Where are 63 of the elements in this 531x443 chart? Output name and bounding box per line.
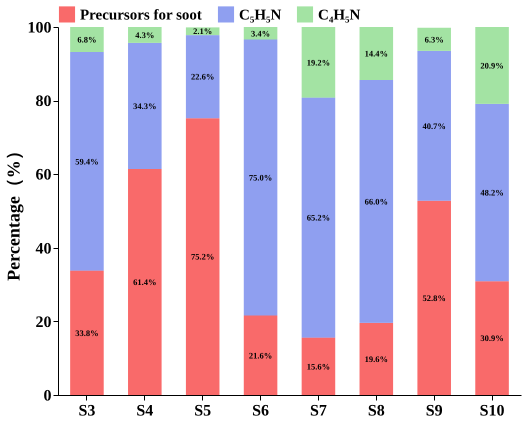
x-tick-label: S7 — [310, 402, 327, 420]
data-label: 34.3% — [133, 100, 156, 111]
data-label: 6.3% — [424, 34, 444, 44]
data-label: 19.2% — [306, 57, 330, 68]
bar — [360, 322, 394, 395]
bar — [417, 200, 451, 395]
data-label: 21.6% — [248, 350, 272, 360]
legend-label: Precursors for soot — [80, 7, 202, 24]
legend-label: C₅H₅N — [239, 7, 282, 24]
bar — [302, 27, 336, 98]
data-label: 2.1% — [193, 26, 212, 36]
y-tick-label: 60 — [36, 166, 52, 184]
data-label: 48.2% — [480, 188, 504, 198]
bar — [186, 35, 220, 118]
x-tick-label: S4 — [136, 402, 154, 420]
bar — [475, 27, 509, 104]
bar — [186, 118, 220, 395]
x-tick-label: S3 — [78, 402, 96, 420]
data-label: 19.6% — [364, 354, 388, 364]
data-label: 75.0% — [248, 172, 272, 183]
bar — [360, 27, 394, 80]
data-label: 66.0% — [364, 196, 388, 206]
data-label: 4.3% — [135, 30, 154, 40]
y-tick-label: 80 — [36, 93, 52, 110]
legend-label: C₄H₅N — [318, 7, 360, 24]
data-label: 22.6% — [191, 72, 214, 82]
data-label: 15.6% — [306, 361, 330, 372]
bar — [70, 52, 104, 271]
bar — [475, 104, 509, 282]
data-label: 3.4% — [251, 28, 270, 38]
y-tick-label: 100 — [28, 20, 52, 36]
data-label: 6.8% — [77, 34, 96, 45]
bar — [70, 27, 104, 52]
bar — [244, 316, 278, 395]
data-label: 52.8% — [422, 292, 446, 303]
bar — [128, 169, 162, 395]
data-label: 33.8% — [75, 328, 99, 338]
data-label: 65.2% — [306, 212, 330, 223]
data-label: 75.2% — [191, 252, 214, 262]
x-tick-label: S8 — [368, 402, 385, 420]
data-label: 30.9% — [480, 333, 504, 344]
data-label: 40.7% — [422, 120, 446, 131]
bar — [360, 80, 394, 323]
x-tick-label: S5 — [194, 402, 212, 420]
x-tick-label: S10 — [480, 402, 505, 420]
x-tick-label: S6 — [252, 402, 270, 420]
bar — [302, 98, 336, 338]
bar — [128, 42, 162, 170]
data-label: 14.4% — [364, 48, 388, 58]
y-tick-label: 0 — [44, 388, 52, 404]
data-label: 61.4% — [133, 277, 156, 288]
x-tick-label: S9 — [426, 402, 443, 420]
y-axis-title: Percentage（%） — [4, 142, 24, 281]
bar — [70, 270, 104, 395]
bar — [475, 281, 509, 395]
y-tick-label: 40 — [36, 240, 52, 258]
bar — [417, 28, 451, 51]
bar — [417, 50, 451, 201]
bar — [302, 338, 336, 395]
bar — [244, 40, 278, 316]
y-tick-label: 20 — [36, 314, 52, 331]
data-label: 20.9% — [480, 60, 504, 70]
data-label: 59.4% — [75, 156, 99, 166]
